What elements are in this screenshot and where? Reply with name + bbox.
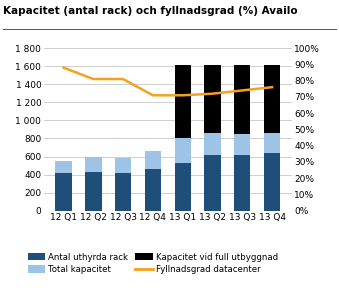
Bar <box>55 161 72 173</box>
Bar <box>175 163 191 211</box>
Bar <box>204 132 221 155</box>
Bar <box>115 158 131 173</box>
Text: Kapacitet (antal rack) och fyllnadsgrad (%) Availo: Kapacitet (antal rack) och fyllnadsgrad … <box>3 6 298 16</box>
Bar <box>264 65 280 134</box>
Bar <box>145 169 161 211</box>
Bar <box>85 157 101 172</box>
Bar <box>264 134 280 154</box>
Bar <box>234 65 251 134</box>
Bar <box>204 155 221 211</box>
Bar <box>234 134 251 155</box>
Bar <box>85 172 101 211</box>
Legend: Antal uthyrda rack, Total kapacitet, Kapacitet vid full utbyggnad, Fyllnadsgrad : Antal uthyrda rack, Total kapacitet, Kap… <box>24 249 282 278</box>
Bar <box>204 65 221 132</box>
Bar <box>264 154 280 211</box>
Bar <box>175 138 191 163</box>
Bar <box>115 173 131 211</box>
Bar <box>175 65 191 138</box>
Bar <box>145 151 161 169</box>
Bar <box>55 173 72 211</box>
Bar <box>234 155 251 211</box>
